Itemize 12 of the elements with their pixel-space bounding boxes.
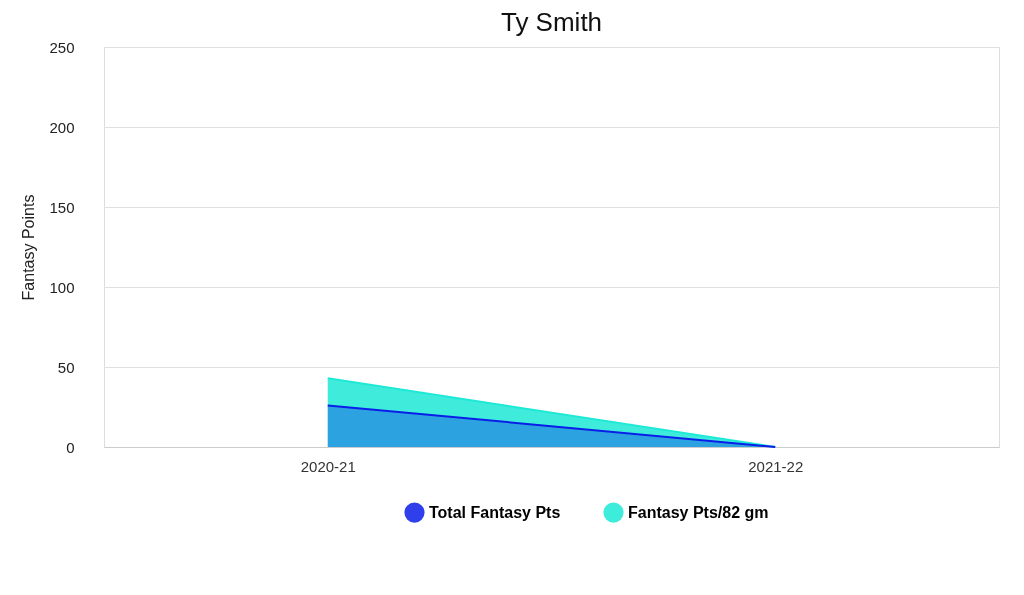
- y-tick-label: 150: [49, 198, 75, 216]
- y-tick-label: 50: [57, 358, 75, 376]
- x-tick-label: 2020-21: [300, 457, 356, 475]
- y-tick-label: 200: [49, 118, 75, 136]
- x-tick-label: 2021-22: [748, 457, 804, 475]
- y-tick-label: 0: [66, 438, 75, 456]
- y-tick-label: 100: [49, 278, 75, 296]
- y-axis-title: Fantasy Points: [20, 194, 38, 301]
- chart-title: Ty Smith: [500, 7, 603, 37]
- legend-label: Total Fantasy Pts: [429, 503, 561, 521]
- y-tick-label: 250: [49, 38, 75, 56]
- legend-label: Fantasy Pts/82 gm: [628, 503, 769, 521]
